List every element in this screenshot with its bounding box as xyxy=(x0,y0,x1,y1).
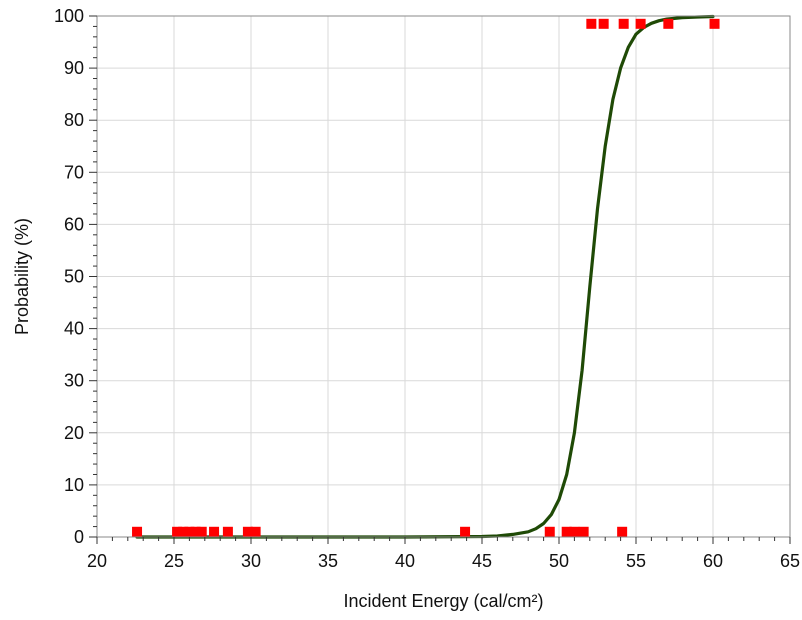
x-tick-label: 45 xyxy=(472,551,492,571)
data-point xyxy=(618,18,629,29)
y-tick-label: 40 xyxy=(64,319,84,339)
y-tick-label: 20 xyxy=(64,423,84,443)
data-point xyxy=(460,526,471,537)
x-tick-label: 60 xyxy=(703,551,723,571)
data-point xyxy=(635,18,646,29)
data-point xyxy=(586,18,597,29)
data-point xyxy=(663,18,674,29)
y-tick-label: 10 xyxy=(64,475,84,495)
data-point xyxy=(569,526,580,537)
data-point xyxy=(132,526,143,537)
data-point xyxy=(184,526,195,537)
y-tick-label: 60 xyxy=(64,214,84,234)
data-point xyxy=(250,526,261,537)
data-point xyxy=(172,526,183,537)
data-point xyxy=(578,526,589,537)
data-point xyxy=(178,526,189,537)
data-point xyxy=(222,526,233,537)
data-point xyxy=(190,526,201,537)
x-tick-label: 40 xyxy=(395,551,415,571)
data-point xyxy=(709,18,720,29)
data-point xyxy=(561,526,572,537)
y-tick-label: 80 xyxy=(64,110,84,130)
y-tick-label: 70 xyxy=(64,162,84,182)
y-tick-label: 100 xyxy=(54,6,84,26)
data-point xyxy=(242,526,253,537)
data-point xyxy=(617,526,628,537)
x-tick-label: 55 xyxy=(626,551,646,571)
y-tick-label: 30 xyxy=(64,371,84,391)
y-tick-label: 0 xyxy=(74,527,84,547)
x-tick-label: 20 xyxy=(87,551,107,571)
x-tick-label: 65 xyxy=(780,551,800,571)
data-point xyxy=(598,18,609,29)
axes: 20 25 30 35 40 45 50 55 60 65 0 10 20 30 40 50 60 70 80 90 1… xyxy=(54,6,800,571)
grid xyxy=(97,16,790,537)
y-axis-title: Probability (%) xyxy=(12,218,32,335)
curve-layer xyxy=(135,14,715,539)
y-tick-label: 50 xyxy=(64,267,84,287)
y-tick-label: 90 xyxy=(64,58,84,78)
x-tick-label: 50 xyxy=(549,551,569,571)
data-point xyxy=(209,526,220,537)
x-tick-label: 35 xyxy=(318,551,338,571)
data-point xyxy=(196,526,207,537)
fit-curve xyxy=(135,14,715,539)
x-tick-label: 25 xyxy=(164,551,184,571)
points-layer xyxy=(132,18,720,537)
x-axis-title: Incident Energy (cal/cm²) xyxy=(343,591,543,611)
x-tick-label: 30 xyxy=(241,551,261,571)
data-point xyxy=(544,526,555,537)
